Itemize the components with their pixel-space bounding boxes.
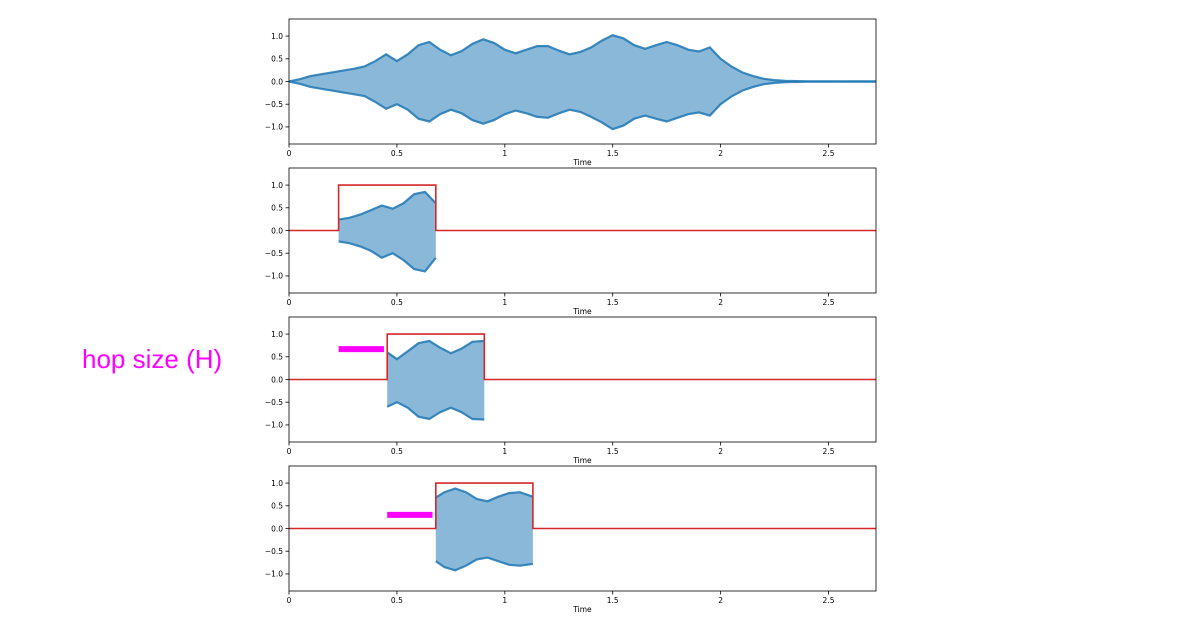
y-tick-label: −0.5 — [265, 100, 283, 109]
y-tick-label: 1.0 — [271, 330, 283, 339]
x-axis-label: Time — [572, 307, 592, 316]
x-tick-label: 0 — [287, 298, 292, 307]
x-tick-label: 1 — [502, 596, 507, 605]
waveform-lower-edge — [288, 80, 876, 131]
hop-size-annotation: hop size (H) — [82, 344, 223, 374]
waveform-fill-0 — [289, 35, 876, 130]
x-tick-label: 1.5 — [607, 447, 619, 456]
waveform-upper-edge — [386, 339, 485, 361]
x-tick-label: 2.5 — [823, 596, 835, 605]
panel-frame-3: 1.0 0.5 0.0 −0.5 −1.0 0 0.5 1 1.5 2 2.5 Time — [265, 465, 877, 614]
x-axis-label: Time — [572, 456, 592, 465]
x-tick-label: 1 — [502, 149, 507, 158]
y-tick-label: −0.5 — [265, 398, 283, 407]
y-tick-label: 0.5 — [271, 502, 283, 511]
y-tick-label: 1.0 — [271, 181, 283, 190]
window-function-line — [289, 482, 876, 530]
waveform-upper-edge — [338, 190, 437, 221]
y-tick-label: 0.0 — [271, 226, 283, 235]
waveform-upper-edge — [288, 34, 876, 83]
y-tick-label: −1.0 — [265, 123, 283, 132]
x-tick-label: 2.5 — [823, 298, 835, 307]
x-tick-label: 0.5 — [391, 149, 403, 158]
y-tick-label: 0.5 — [271, 353, 283, 362]
x-tick-label: 0.5 — [391, 447, 403, 456]
y-tick-label: −1.0 — [265, 421, 283, 430]
waveform-lower-edge — [386, 400, 485, 421]
x-tick-label: 2 — [718, 149, 723, 158]
window-function-line — [289, 333, 876, 381]
x-tick-label: 0.5 — [391, 298, 403, 307]
waveform-fill-0 — [435, 488, 533, 571]
waveform-upper-edge — [435, 487, 534, 503]
x-tick-label: 2.5 — [823, 149, 835, 158]
x-tick-label: 1 — [502, 447, 507, 456]
x-tick-label: 1.5 — [607, 149, 619, 158]
y-tick-label: 0.0 — [271, 77, 283, 86]
panel-frame-1: 1.0 0.5 0.0 −0.5 −1.0 0 0.5 1 1.5 2 2.5 Time — [265, 167, 877, 316]
window-function-line — [289, 184, 876, 232]
x-tick-label: 2 — [718, 298, 723, 307]
waveform-fill-0 — [387, 340, 485, 420]
x-axis-label: Time — [572, 158, 592, 167]
x-tick-label: 0 — [287, 149, 292, 158]
panel-frame-2: 1.0 0.5 0.0 −0.5 −1.0 0 0.5 1 1.5 2 2.5 Time — [265, 316, 877, 465]
y-tick-label: 0.0 — [271, 524, 283, 533]
y-tick-label: −0.5 — [265, 547, 283, 556]
y-tick-label: 0.0 — [271, 375, 283, 384]
panel-full-waveform: 1.0 0.5 0.0 −0.5 −1.0 0 0.5 1 1.5 2 2.5 Time — [265, 18, 877, 167]
waveform-lower-edge — [435, 556, 534, 572]
x-tick-label: 1.5 — [607, 298, 619, 307]
x-tick-label: 1.5 — [607, 596, 619, 605]
x-tick-label: 0 — [287, 596, 292, 605]
x-axis-label: Time — [572, 605, 592, 614]
x-tick-label: 2 — [718, 447, 723, 456]
x-tick-label: 2 — [718, 596, 723, 605]
y-tick-label: −1.0 — [265, 570, 283, 579]
y-tick-label: 1.0 — [271, 32, 283, 41]
x-tick-label: 0.5 — [391, 596, 403, 605]
y-tick-label: −0.5 — [265, 249, 283, 258]
x-tick-label: 1 — [502, 298, 507, 307]
x-tick-label: 0 — [287, 447, 292, 456]
waveform-lower-edge — [338, 240, 437, 273]
y-tick-label: 0.5 — [271, 55, 283, 64]
y-tick-label: 0.5 — [271, 204, 283, 213]
y-tick-label: −1.0 — [265, 272, 283, 281]
waveform-fill-0 — [338, 191, 436, 272]
y-tick-label: 1.0 — [271, 479, 283, 488]
x-tick-label: 2.5 — [823, 447, 835, 456]
